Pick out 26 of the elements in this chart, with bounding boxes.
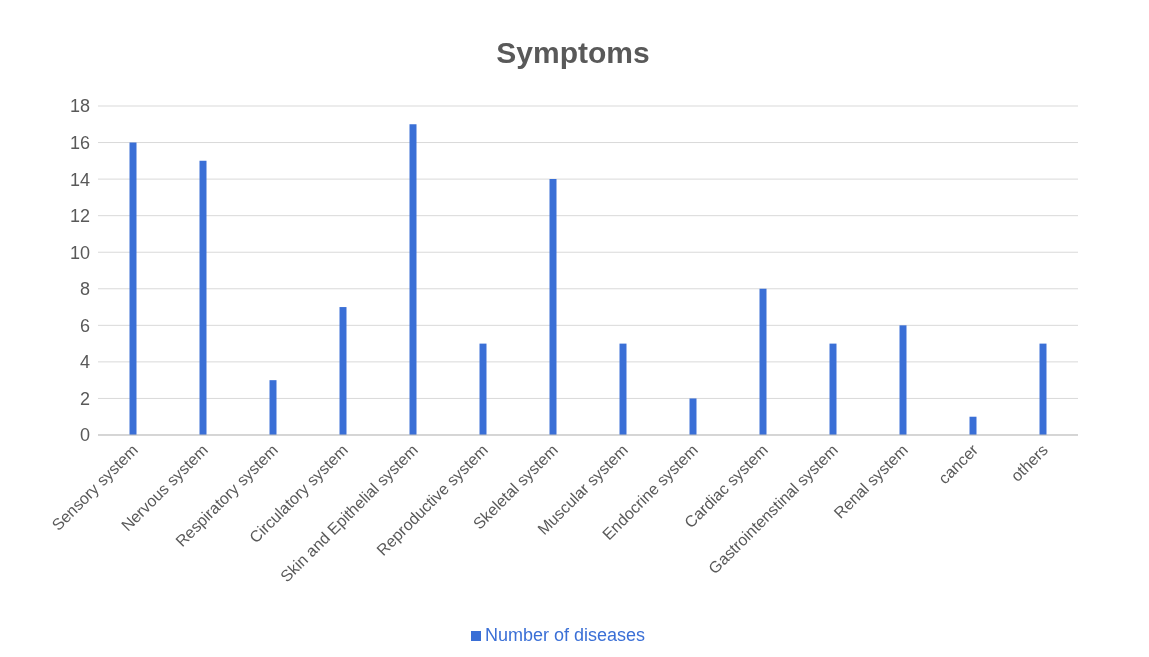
bar [829,343,837,435]
bar [619,343,627,435]
bar [129,142,137,435]
y-tick-label: 2 [79,388,90,409]
bar [969,416,977,435]
bar [899,325,907,435]
y-tick-label: 0 [79,425,90,446]
bar [479,343,487,435]
y-tick-label: 6 [79,315,90,336]
y-tick-label: 14 [69,169,90,190]
legend-label: Number of diseases [484,625,646,645]
bar [549,179,557,435]
chart-title: Symptoms [495,35,651,71]
bar [1039,343,1047,435]
bar [269,380,277,435]
bar [199,160,207,435]
bar [339,307,347,435]
bar [759,288,767,435]
y-tick-label: 16 [69,132,90,153]
bar [689,398,697,435]
y-tick-label: 10 [69,242,90,263]
y-tick-label: 4 [79,352,90,373]
y-tick-label: 12 [69,206,90,227]
bar [409,124,417,435]
y-tick-label: 18 [69,96,90,117]
y-tick-label: 8 [79,279,90,300]
